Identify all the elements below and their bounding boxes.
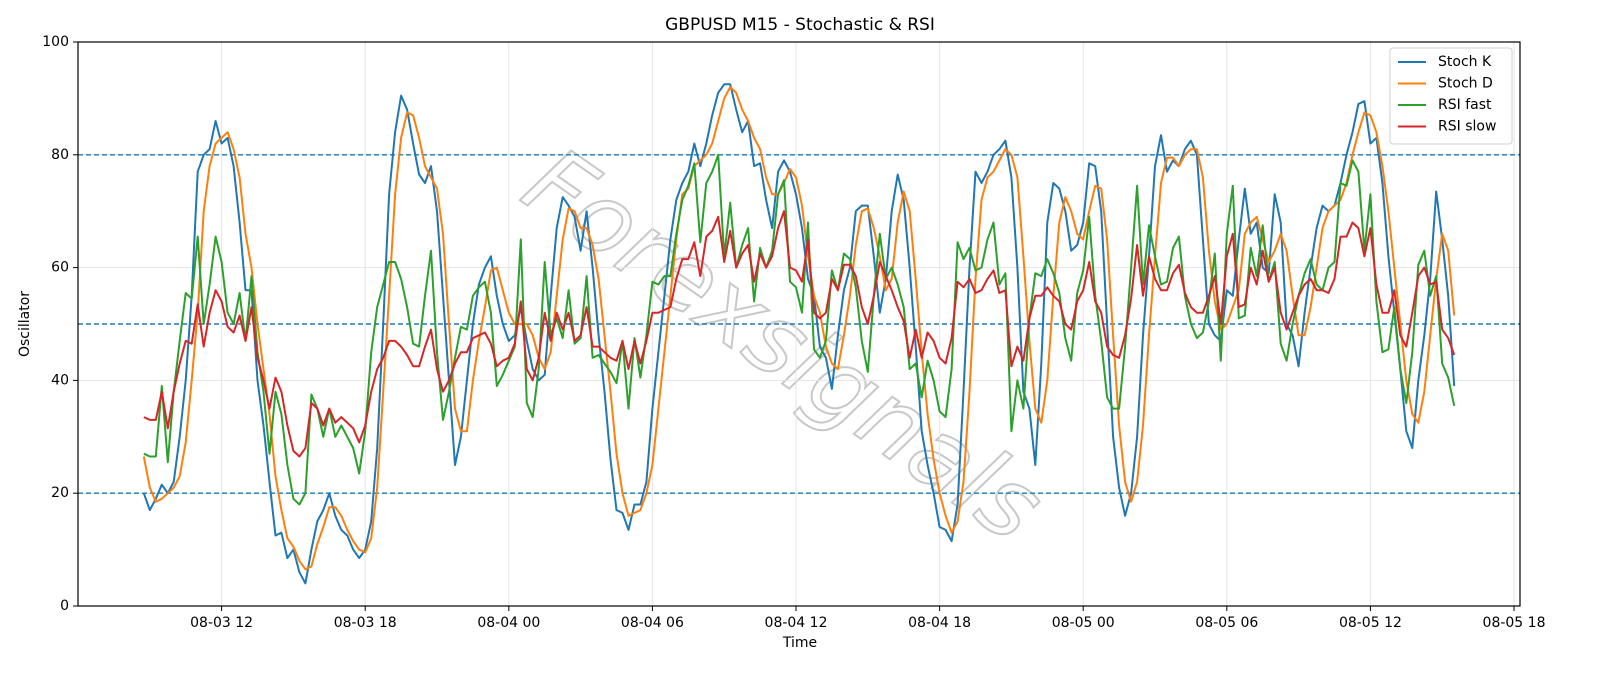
y-tick-label: 40 [51, 372, 69, 388]
y-tick-label: 20 [51, 485, 69, 501]
y-axis-label: Oscillator [17, 291, 33, 357]
legend-label: Stoch D [1438, 76, 1493, 92]
x-tick-label: 08-04 12 [765, 615, 828, 631]
legend-label: Stoch K [1438, 54, 1492, 70]
y-tick-label: 0 [60, 598, 69, 614]
series-line [143, 210, 1456, 458]
x-tick-label: 08-03 12 [190, 615, 253, 631]
plot-frame [77, 41, 1521, 607]
series-line [142, 86, 1456, 571]
x-tick-label: 08-05 12 [1339, 615, 1402, 631]
series-line [143, 153, 1456, 506]
y-tick-label: 60 [51, 260, 69, 276]
y-tick-label: 80 [51, 147, 69, 163]
x-tick-label: 08-03 18 [334, 615, 397, 631]
x-tick-label: 08-04 06 [621, 615, 684, 631]
legend-label: RSI fast [1438, 97, 1492, 113]
legend-box [1389, 47, 1513, 145]
y-tick-label: 100 [42, 34, 69, 50]
x-tick-label: 08-04 18 [908, 615, 971, 631]
x-axis-label: Time [782, 635, 817, 651]
x-tick-label: 08-04 00 [477, 615, 540, 631]
x-tick-label: 08-05 00 [1052, 615, 1115, 631]
legend-label: RSI slow [1438, 119, 1496, 135]
x-tick-label: 08-05 06 [1195, 615, 1258, 631]
chart-title: GBPUSD M15 - Stochastic & RSI [665, 15, 935, 35]
x-tick-label: 08-05 18 [1483, 615, 1546, 631]
